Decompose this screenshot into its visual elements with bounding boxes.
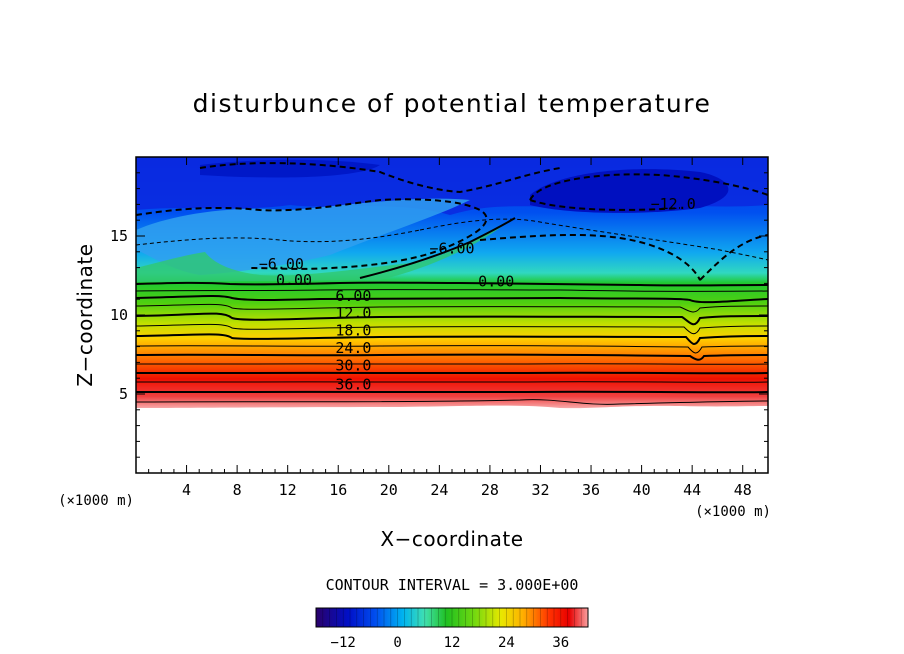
colorbar-fill — [315, 607, 589, 628]
contour-labels: −12.0−6.00−6.000.00 0.006.0012.018.024.03… — [259, 195, 696, 393]
colorbar-tick-label: 24 — [498, 635, 515, 651]
z-unit-label: (×1000 m) — [58, 493, 134, 509]
contour-12-dashed — [529, 173, 768, 211]
contour-39 — [136, 399, 768, 405]
colorbar: −12 0 12 24 36 — [315, 607, 589, 651]
x-tick-label: 4 — [182, 481, 191, 499]
contour-label: 18.0 — [335, 322, 371, 340]
y-tick-label: 15 — [110, 227, 128, 245]
colorbar-ticks: −12 0 12 24 36 — [331, 635, 570, 651]
light-blue-tongue — [136, 198, 470, 275]
contour-label: 0.00 — [478, 273, 514, 291]
colorbar-tick-label: 36 — [552, 635, 569, 651]
x-tick-label: 16 — [329, 481, 347, 499]
plot-area — [136, 157, 768, 409]
y-axis-ticks: 5 10 15 — [110, 172, 768, 458]
contour-3 — [136, 289, 768, 292]
y-tick-label: 5 — [119, 385, 128, 403]
chart-title: disturbunce of potential temperature — [193, 89, 712, 118]
x-tick-label: 48 — [734, 481, 752, 499]
x-unit-label: (×1000 m) — [695, 504, 771, 520]
x-tick-label: 32 — [531, 481, 549, 499]
x-tick-label: 40 — [633, 481, 651, 499]
x-axis-ticks: 4 8 12 16 20 24 28 32 36 40 44 48 — [148, 157, 756, 499]
colorbar-tick-label: 0 — [393, 635, 401, 651]
contour-12 — [136, 312, 768, 326]
x-tick-label: 44 — [683, 481, 701, 499]
contour-0 — [136, 281, 768, 287]
y-tick-label: 10 — [110, 306, 128, 324]
cold-pool-right — [530, 169, 729, 213]
contour-27 — [136, 363, 768, 365]
contour-15 — [136, 323, 768, 335]
x-tick-label: 20 — [380, 481, 398, 499]
colorbar-tick-label: 12 — [444, 635, 461, 651]
x-tick-label: 28 — [481, 481, 499, 499]
x-tick-label: 24 — [430, 481, 448, 499]
contour-lines — [136, 162, 768, 405]
contour-label: 12.0 — [335, 304, 371, 322]
green-intrusion — [136, 220, 510, 282]
contour-minus6-dashed-right — [479, 233, 768, 281]
terrain — [136, 405, 768, 473]
contour-18 — [136, 333, 768, 345]
contour-label: −6.00 — [259, 255, 304, 273]
y-axis-title: Z−coordinate — [73, 243, 97, 386]
contour-label: −6.00 — [429, 239, 474, 257]
contour-label: 24.0 — [335, 339, 371, 357]
colorbar-segments — [315, 608, 589, 627]
contour-33 — [136, 381, 768, 383]
contour-9 — [136, 303, 768, 313]
x-tick-label: 8 — [233, 481, 242, 499]
x-tick-label: 12 — [279, 481, 297, 499]
x-axis-title: X−coordinate — [380, 527, 523, 551]
contour-label: 30.0 — [335, 356, 371, 374]
contour-36 — [136, 390, 768, 394]
contour-minus3-thin — [136, 218, 768, 261]
contour-minus6-dashed-mid — [136, 198, 488, 270]
contour-interval-text: CONTOUR INTERVAL = 3.000E+00 — [326, 576, 579, 594]
contour-6 — [136, 294, 768, 304]
contour-label: 6.00 — [335, 287, 371, 305]
contour-minus6-dashed-top — [199, 162, 561, 194]
contour-label: 0.00 — [276, 271, 312, 289]
colorbar-tick-label: −12 — [331, 635, 356, 651]
contour-21 — [136, 345, 768, 354]
contour-0-tongue — [359, 217, 516, 279]
contour-label: −12.0 — [651, 195, 696, 213]
contour-30 — [136, 371, 768, 375]
contour-24 — [136, 353, 768, 361]
contour-label: 36.0 — [335, 375, 371, 393]
x-tick-label: 36 — [582, 481, 600, 499]
